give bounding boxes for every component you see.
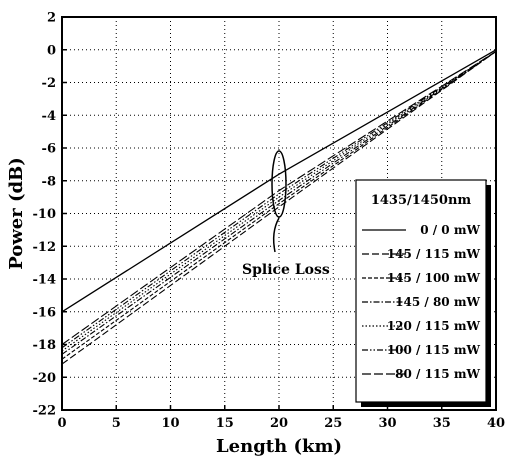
y-tick-label: -4 [42,109,56,124]
series-line-0 [61,49,497,313]
series-line-1 [61,50,497,365]
y-axis-label: Power (dB) [6,157,27,270]
legend-label-2: 145 / 100 mW [387,271,481,285]
legend-title: 1435/1450nm [371,193,472,208]
x-axis-label: Length (km) [216,436,342,457]
series-line-2 [61,50,497,360]
y-tick-label: -10 [33,207,57,222]
legend-label-5: 100 / 115 mW [387,343,481,357]
x-tick-label: 25 [324,416,342,431]
x-tick-label: 20 [270,416,288,431]
y-tick-label: -8 [42,174,56,189]
y-tick-label: -14 [33,273,57,288]
axis-ticks: 0 5 10 15 20 25 30 35 4020-2-4-6-8-10-12-14-16-1… [33,11,505,432]
y-tick-label: -18 [33,338,57,353]
series-line-4 [61,50,497,352]
x-tick-label: 5 [112,416,121,431]
legend-items: 0 / 0 mW 145 / 115 mW 145 / 100 mW 145 / 80… [362,223,481,381]
x-tick-label: 40 [487,416,505,431]
splice-loss-arrow [272,217,280,253]
x-tick-label: 35 [433,416,451,431]
y-tick-label: -20 [33,371,57,386]
series-line-3 [61,50,497,355]
legend-label-4: 120 / 115 mW [387,319,481,333]
legend-label-1: 145 / 115 mW [387,247,481,261]
x-tick-label: 0 [57,416,66,431]
y-tick-label: 0 [47,43,56,58]
y-tick-label: -16 [33,305,57,320]
x-tick-label: 30 [378,416,396,431]
splice-loss-ellipse [271,150,287,218]
series-lines [61,49,497,365]
y-tick-label: -22 [33,404,57,419]
y-tick-label: -2 [42,76,56,91]
legend-label-6: 80 / 115 mW [395,367,480,381]
splice-loss-label: Splice Loss [242,262,330,278]
legend-label-0: 0 / 0 mW [420,223,480,237]
x-tick-label: 15 [216,416,234,431]
x-tick-label: 10 [161,416,179,431]
splice-loss-annotation: Splice Loss [242,150,330,278]
y-tick-label: -12 [33,240,57,255]
legend: 1435/1450nm 0 / 0 mW 145 / 115 mW 145 / 10… [355,179,491,407]
y-tick-label: -6 [42,142,56,157]
legend-box [355,179,487,403]
legend-label-3: 145 / 80 mW [395,295,480,309]
series-line-6 [61,50,497,345]
y-tick-label: 2 [47,11,56,26]
series-line-5 [61,50,497,349]
